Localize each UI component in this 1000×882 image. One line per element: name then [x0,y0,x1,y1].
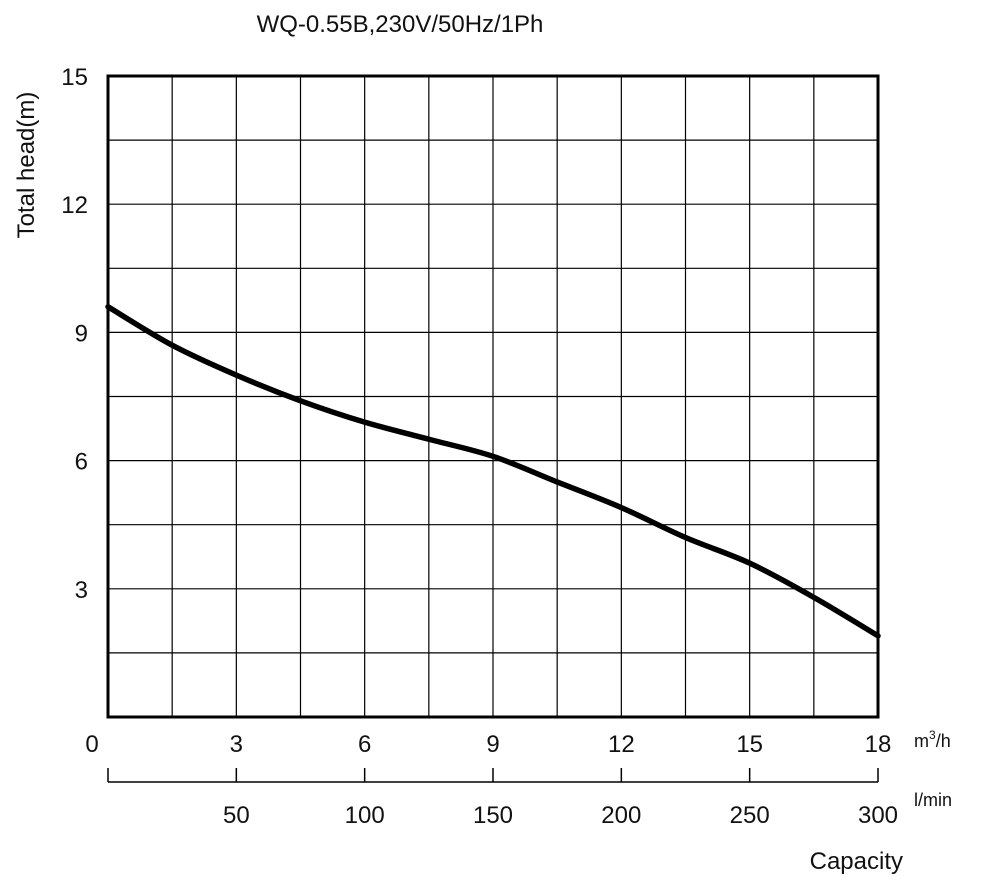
y-tick-label: 6 [75,449,88,476]
x2-unit-label: l/min [914,790,952,810]
x-unit-suffix: /h [936,731,951,751]
series-line [105,304,881,639]
y-tick-label: 15 [61,64,88,91]
grid [108,76,878,717]
x2-tick-label: 100 [345,802,385,829]
x-tick-labels: 0 3 6 9 12 15 18 [85,731,891,758]
x-tick-label: 15 [736,731,763,758]
x-tick-label: 12 [608,731,635,758]
secondary-x-axis: 50 100 150 200 250 300 [107,768,898,829]
y-tick-label: 12 [61,192,88,219]
x2-tick-label: 200 [601,802,641,829]
x-tick-label: 18 [865,731,892,758]
x-tick-label: 0 [85,731,98,758]
x-unit-label: m3/h [914,728,951,751]
x2-tick-label: 50 [223,802,250,829]
x-tick-label: 3 [230,731,243,758]
x2-tick-label: 250 [730,802,770,829]
plot-frame [106,74,880,719]
y-tick-label: 3 [75,577,88,604]
x-unit-superscript: 3 [929,728,936,742]
x-tick-label: 6 [358,731,371,758]
x2-tick-label: 150 [473,802,513,829]
y-axis-label: Total head(m) [13,92,40,239]
y-tick-labels: 3 6 9 12 15 [61,64,88,604]
x-axis-label: Capacity [810,848,903,875]
x-unit-base: m [914,731,929,751]
series-layer [105,304,881,639]
x-tick-label: 9 [486,731,499,758]
chart-title: WQ-0.55B,230V/50Hz/1Ph [257,11,544,38]
y-tick-label: 9 [75,320,88,347]
x2-tick-label: 300 [858,802,898,829]
